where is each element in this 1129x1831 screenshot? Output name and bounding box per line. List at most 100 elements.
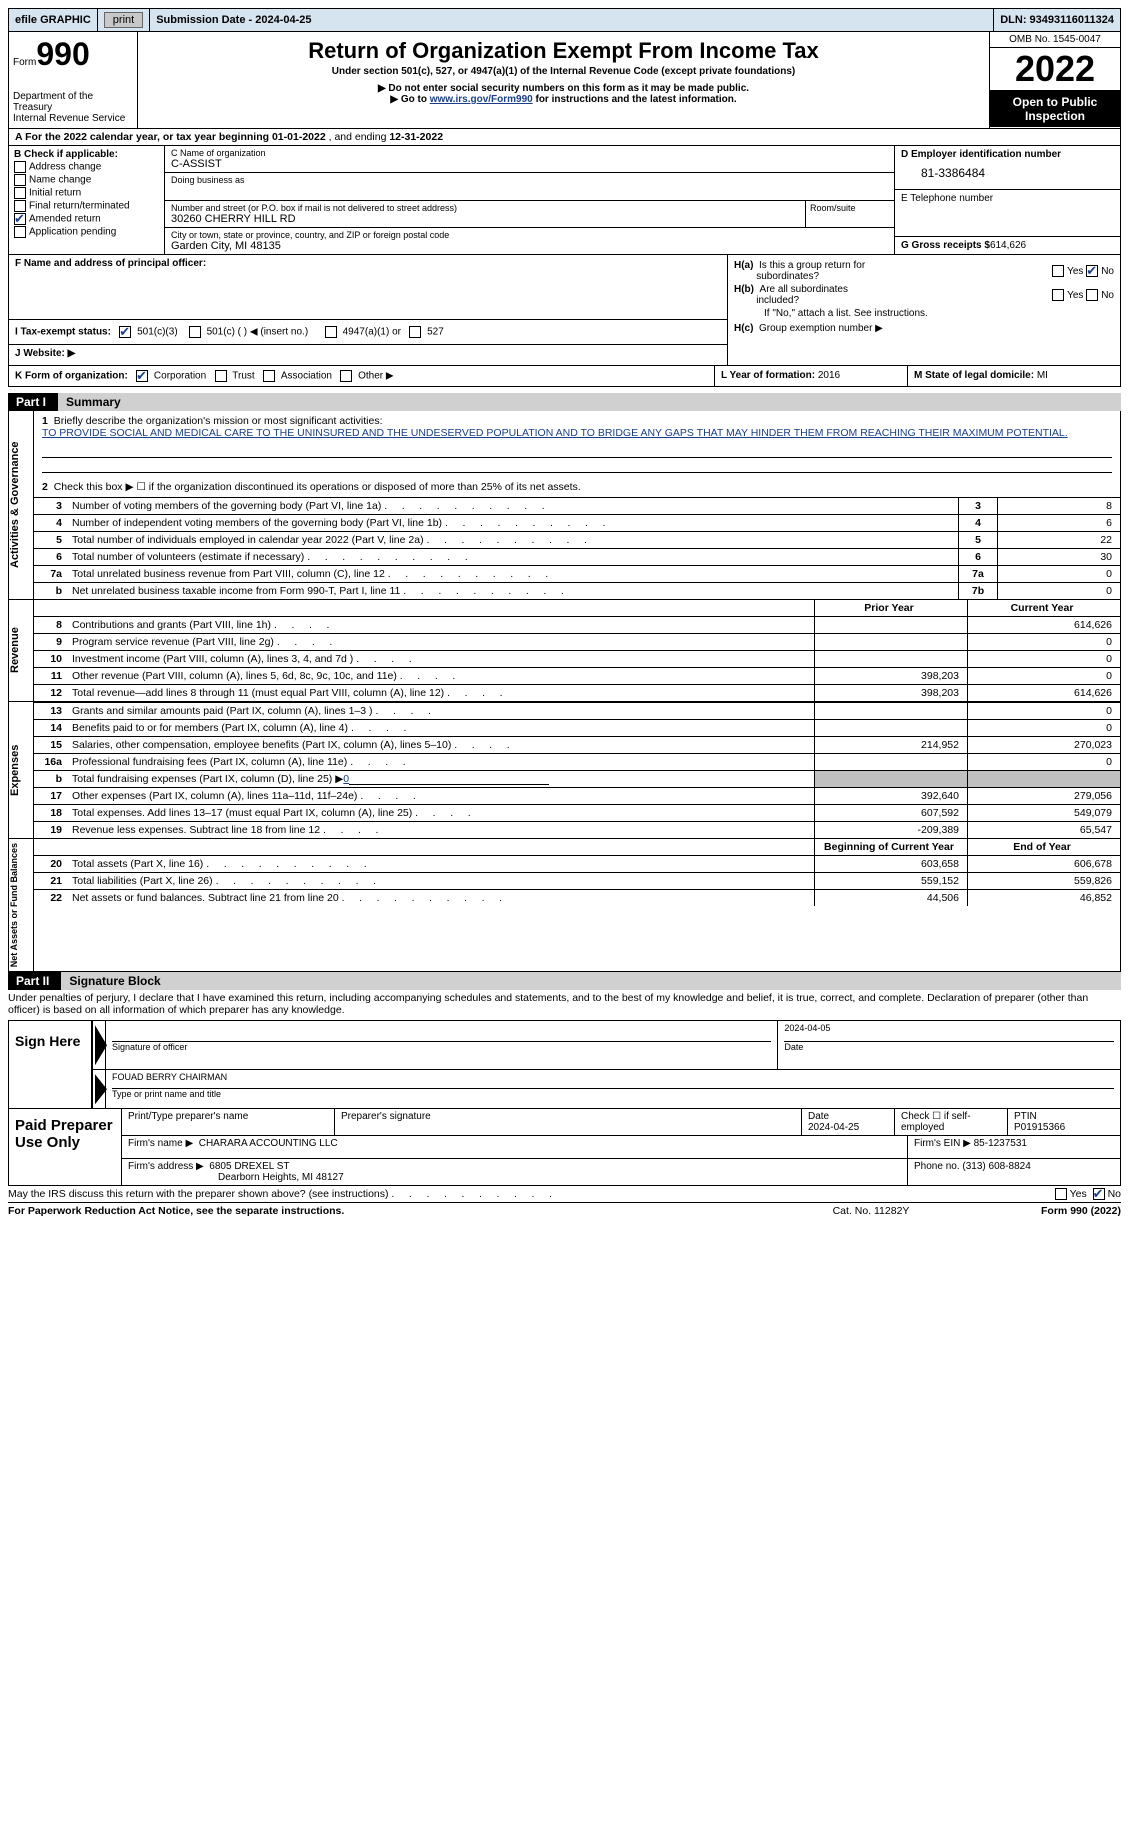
submission-date: Submission Date - 2024-04-25 [150,9,994,31]
irs-link[interactable]: www.irs.gov/Form990 [430,94,533,105]
chk-address[interactable]: Address change [14,161,159,173]
chk-corp[interactable] [136,370,148,382]
governance-table: 3Number of voting members of the governi… [34,497,1120,599]
chk-initial[interactable]: Initial return [14,187,159,199]
table-row: 9Program service revenue (Part VIII, lin… [34,634,1120,651]
mission-text: TO PROVIDE SOCIAL AND MEDICAL CARE TO TH… [42,427,1068,439]
chk-pending[interactable]: Application pending [14,226,159,238]
arrow-icon [95,1074,107,1104]
note-ssn: ▶ Do not enter social security numbers o… [146,83,981,94]
side-expenses: Expenses [9,702,34,838]
ptin-val: P01915366 [1014,1122,1065,1133]
side-governance: Activities & Governance [9,411,34,599]
section-de: D Employer identification number 81-3386… [894,146,1120,254]
hb-yes[interactable] [1052,289,1064,301]
chk-final[interactable]: Final return/terminated [14,200,159,212]
tax-status: I Tax-exempt status: 501(c)(3) 501(c) ( … [9,319,727,344]
discuss-yes[interactable] [1055,1188,1067,1200]
mission-block: 1 Briefly describe the organization's mi… [34,411,1120,443]
governance-section: Activities & Governance 1 Briefly descri… [8,411,1121,600]
firm-ein-label: Firm's EIN ▶ [914,1138,971,1149]
prep-date-val: 2024-04-25 [808,1122,859,1133]
hb-no[interactable] [1086,289,1098,301]
ha-yes[interactable] [1052,265,1064,277]
line-a: A For the 2022 calendar year, or tax yea… [8,129,1121,146]
assets-table: Beginning of Current Year End of Year 20… [34,839,1120,906]
street-row: Number and street (or P.O. box if mail i… [165,201,894,228]
table-row: 4Number of independent voting members of… [34,515,1120,532]
ha-no[interactable] [1086,265,1098,277]
chk-501c3[interactable] [119,326,131,338]
discuss-row: May the IRS discuss this return with the… [8,1186,1121,1203]
omb-number: OMB No. 1545-0047 [990,32,1120,48]
prep-phone: (313) 608-8824 [962,1161,1030,1172]
assets-section: Net Assets or Fund Balances Beginning of… [8,839,1121,972]
m-state: M State of legal domicile: MI [908,366,1120,386]
assets-header-row: Beginning of Current Year End of Year [34,839,1120,856]
ptin-label: PTIN [1014,1111,1037,1122]
firm-addr: 6805 DREXEL ST [209,1161,289,1172]
l-year: L Year of formation: 2016 [715,366,908,386]
table-row: 8Contributions and grants (Part VIII, li… [34,617,1120,634]
self-employed: Check ☐ if self-employed [895,1109,1008,1135]
officer-sig-label: Signature of officer [112,1042,771,1052]
note-link: ▶ Go to www.irs.gov/Form990 for instruct… [146,94,981,105]
section-fh: F Name and address of principal officer:… [8,255,1121,366]
form-number: Form990 [13,36,133,73]
prep-phone-label: Phone no. [914,1161,960,1172]
table-row: 5Total number of individuals employed in… [34,532,1120,549]
chk-4947[interactable] [325,326,337,338]
table-row: 14Benefits paid to or for members (Part … [34,720,1120,737]
section-c: C Name of organization C-ASSIST Doing bu… [165,146,894,254]
sign-here-block: Sign Here Signature of officer 2024-04-0… [8,1020,1121,1109]
table-row: bTotal fundraising expenses (Part IX, co… [34,771,1120,788]
line-2: 2 Check this box ▶ ☐ if the organization… [34,481,1120,497]
chk-name[interactable]: Name change [14,174,159,186]
officer-name: FOUAD BERRY CHAIRMAN [112,1072,1114,1089]
ein-value: 81-3386484 [901,160,1114,186]
form-title: Return of Organization Exempt From Incom… [146,38,981,64]
blank-line [42,458,1112,473]
chk-other[interactable] [340,370,352,382]
discuss-no[interactable] [1093,1188,1105,1200]
prep-date-label: Date [808,1111,829,1122]
prep-sig-label: Preparer's signature [341,1111,795,1122]
table-row: 16aProfessional fundraising fees (Part I… [34,754,1120,771]
irs-label: Internal Revenue Service [13,113,133,124]
hb-note: If "No," attach a list. See instructions… [734,308,1114,319]
ha-row: H(a) Is this a group return for subordin… [734,260,1114,282]
expenses-table: 13Grants and similar amounts paid (Part … [34,702,1120,838]
side-revenue: Revenue [9,600,34,701]
firm-addr-label: Firm's address ▶ [128,1161,204,1172]
hc-row: H(c) Group exemption number ▶ [734,323,1114,334]
chk-assoc[interactable] [263,370,275,382]
top-bar: efile GRAPHIC print Submission Date - 20… [8,8,1121,32]
website-row: J Website: ▶ [9,344,727,362]
section-bcd: B Check if applicable: Address change Na… [8,146,1121,255]
chk-527[interactable] [409,326,421,338]
header-left: Form990 Department of the Treasury Inter… [9,32,138,128]
table-row: 3Number of voting members of the governi… [34,498,1120,515]
table-row: 20Total assets (Part X, line 16)603,6586… [34,856,1120,873]
table-row: bNet unrelated business taxable income f… [34,583,1120,600]
chk-501c[interactable] [189,326,201,338]
form-header: Form990 Department of the Treasury Inter… [8,32,1121,129]
tax-year: 2022 [990,48,1120,91]
revenue-table: Prior Year Current Year 8Contributions a… [34,600,1120,701]
firm-name: CHARARA ACCOUNTING LLC [199,1138,338,1149]
table-row: 7aTotal unrelated business revenue from … [34,566,1120,583]
b-header: B Check if applicable: [14,149,159,160]
table-row: 18Total expenses. Add lines 13–17 (must … [34,805,1120,822]
ein-label: D Employer identification number [901,149,1114,160]
org-name-row: C Name of organization C-ASSIST [165,146,894,173]
section-b: B Check if applicable: Address change Na… [9,146,165,254]
prep-name-label: Print/Type preparer's name [128,1111,328,1122]
chk-trust[interactable] [215,370,227,382]
expenses-section: Expenses 13Grants and similar amounts pa… [8,702,1121,839]
table-row: 17Other expenses (Part IX, column (A), l… [34,788,1120,805]
table-row: 10Investment income (Part VIII, column (… [34,651,1120,668]
chk-amended[interactable]: Amended return [14,213,159,225]
print-button[interactable]: print [104,12,143,28]
blank-line [42,443,1112,458]
header-mid: Return of Organization Exempt From Incom… [138,32,990,128]
